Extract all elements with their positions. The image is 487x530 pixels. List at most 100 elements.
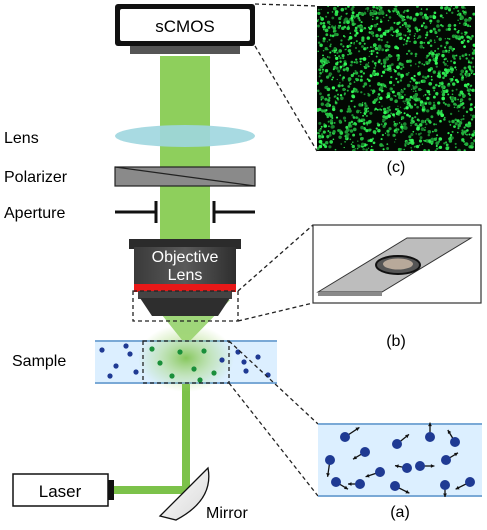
speckle-grain <box>401 129 404 133</box>
speckle-grain <box>425 33 429 37</box>
speckle-grain <box>438 81 442 85</box>
speckle-grain <box>366 46 369 49</box>
speckle-grain <box>332 26 337 30</box>
speckle-grain <box>441 53 445 58</box>
speckle-grain <box>351 148 356 151</box>
speckle-grain <box>469 25 472 28</box>
sample-particle <box>197 377 203 383</box>
speckle-grain <box>352 133 356 137</box>
speckle-grain <box>398 14 401 17</box>
speckle-grain <box>335 66 339 70</box>
speckle-grain <box>335 89 338 92</box>
speckle-grain <box>448 139 453 143</box>
speckle-grain <box>370 30 374 34</box>
speckle-grain <box>406 59 410 64</box>
speckle-grain <box>351 11 355 15</box>
speckle-grain <box>385 14 388 17</box>
speckle-grain <box>467 121 471 125</box>
speckle-grain <box>405 106 409 110</box>
speckle-grain <box>336 61 339 64</box>
speckle-grain <box>413 74 416 78</box>
speckle-grain <box>332 108 334 111</box>
speckle-grain <box>465 70 468 73</box>
speckle-grain <box>375 18 378 20</box>
speckle-grain <box>379 143 383 147</box>
speckle-grain <box>344 7 347 10</box>
speckle-grain <box>400 131 403 134</box>
speckle-grain <box>382 115 386 119</box>
speckle-grain <box>408 135 412 139</box>
speckle-grain <box>392 30 395 33</box>
speckle-grain <box>322 22 326 25</box>
speckle-grain <box>338 24 340 27</box>
speckle-grain <box>343 21 346 24</box>
speckle-grain <box>421 103 425 107</box>
speckle-grain <box>336 97 339 100</box>
speckle-grain <box>340 143 342 145</box>
speckle-grain <box>351 99 354 102</box>
speckle-grain <box>427 109 430 112</box>
speckle-grain <box>390 87 393 90</box>
moving-particle <box>441 452 459 465</box>
speckle-grain <box>472 12 475 16</box>
speckle-grain <box>325 33 329 37</box>
speckle-grain <box>319 43 323 48</box>
speckle-grain <box>464 33 467 36</box>
speckle-grain <box>317 81 319 85</box>
speckle-grain <box>397 147 401 151</box>
speckle-grain <box>442 76 445 80</box>
speckle-grain <box>371 18 374 21</box>
speckle-grain <box>365 148 368 151</box>
speckle-grain <box>400 73 404 78</box>
speckle-grain <box>372 141 376 145</box>
speckle-grain <box>372 130 377 134</box>
speckle-grain <box>403 34 405 36</box>
tube-lens <box>115 125 255 147</box>
speckle-grain <box>388 16 392 19</box>
speckle-grain <box>446 60 449 62</box>
speckle-grain <box>434 56 439 60</box>
speckle-grain <box>379 7 382 9</box>
speckle-grain <box>423 13 427 17</box>
speckle-grain <box>347 25 350 27</box>
speckle-grain <box>320 17 325 21</box>
speckle-grain <box>351 6 355 9</box>
speckle-grain <box>433 39 436 41</box>
speckle-grain <box>320 125 323 128</box>
speckle-grain <box>337 93 339 96</box>
speckle-grain <box>388 64 392 68</box>
speckle-grain <box>443 50 446 53</box>
speckle-grain <box>447 132 450 135</box>
speckle-grain <box>402 17 405 20</box>
speckle-grain <box>332 107 336 112</box>
speckle-grain <box>386 41 389 44</box>
speckle-grain <box>382 64 386 68</box>
speckle-grain <box>326 41 329 43</box>
speckle-grain <box>374 44 376 46</box>
speckle-grain <box>464 7 466 9</box>
speckle-grain <box>376 23 379 26</box>
speckle-grain <box>366 6 370 11</box>
speckle-grain <box>418 61 421 64</box>
speckle-grain <box>327 130 330 132</box>
speckle-grain <box>473 139 475 143</box>
speckle-grain <box>421 63 423 65</box>
speckle-grain <box>388 127 392 131</box>
speckle-grain <box>369 9 372 12</box>
speckle-grain <box>347 48 352 53</box>
speckle-grain <box>440 23 443 27</box>
speckle-grain <box>414 26 418 30</box>
speckle-grain <box>342 80 344 82</box>
speckle-grain <box>413 40 417 45</box>
speckle-grain <box>386 129 390 133</box>
speckle-grain <box>340 15 343 18</box>
speckle-grain <box>453 96 457 100</box>
speckle-grain <box>446 12 448 14</box>
speckle-grain <box>334 29 336 31</box>
speckle-grain <box>406 30 409 33</box>
speckle-grain <box>352 141 354 143</box>
speckle-grain <box>377 93 381 96</box>
speckle-grain <box>396 65 400 70</box>
